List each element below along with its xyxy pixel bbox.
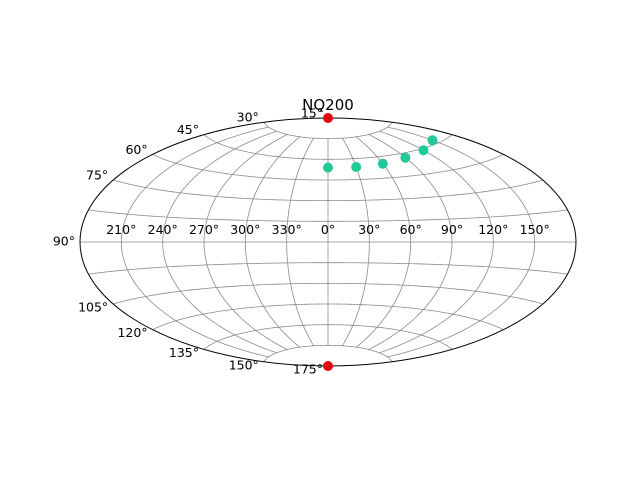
parallel-line [152,153,504,181]
data-point [323,361,333,371]
data-point [351,162,362,172]
parallel-line [263,344,393,362]
data-point [400,152,411,163]
parallel-line [152,303,504,331]
data-point [418,145,429,156]
lon-tick-labels: 210° 240° 270° 300° 330° 0° 30° 60° 90° 120° 150° [106,222,550,237]
lon-tick-label: 240° [148,222,178,237]
parallel-line [113,282,543,305]
data-point [323,113,333,123]
lon-tick-label: 60° [400,222,422,237]
parallel-line [113,179,543,202]
data-point [377,158,388,169]
lat-tick-label: 135° [169,345,199,360]
lat-tick-label: 15° [301,106,323,121]
lon-tick-label: 270° [189,222,219,237]
lat-tick-label: 105° [78,300,108,315]
lat-tick-label: 60° [125,142,147,157]
data-points [323,113,438,371]
lat-tick-label: 30° [237,110,259,125]
lon-tick-label: 90° [441,222,463,237]
lat-tick-label: 90° [53,234,75,249]
lon-tick-label: 30° [358,222,380,237]
parallel-line [88,262,568,275]
parallel-line [88,209,568,222]
data-point [427,135,438,146]
lon-tick-label: 210° [106,222,136,237]
lat-tick-label: 75° [86,168,108,183]
lat-tick-label: 175° [293,362,323,377]
lat-tick-labels: 15° 30° 45° 60° 75° 90° 105° 120° 135° 150° 175° [53,106,323,377]
lat-tick-label: 45° [177,122,199,137]
lon-tick-label: 120° [478,222,508,237]
graticule [80,122,576,362]
parallel-line [263,122,393,140]
lon-tick-label: 0° [321,222,335,237]
lat-tick-label: 120° [117,325,147,340]
chart-title: NQ200 [302,96,354,114]
parallel-line [203,324,453,350]
lat-tick-label: 150° [229,357,259,372]
lon-tick-label: 150° [520,222,550,237]
lon-tick-label: 330° [272,222,302,237]
data-point [323,162,333,173]
lon-tick-label: 300° [230,222,260,237]
